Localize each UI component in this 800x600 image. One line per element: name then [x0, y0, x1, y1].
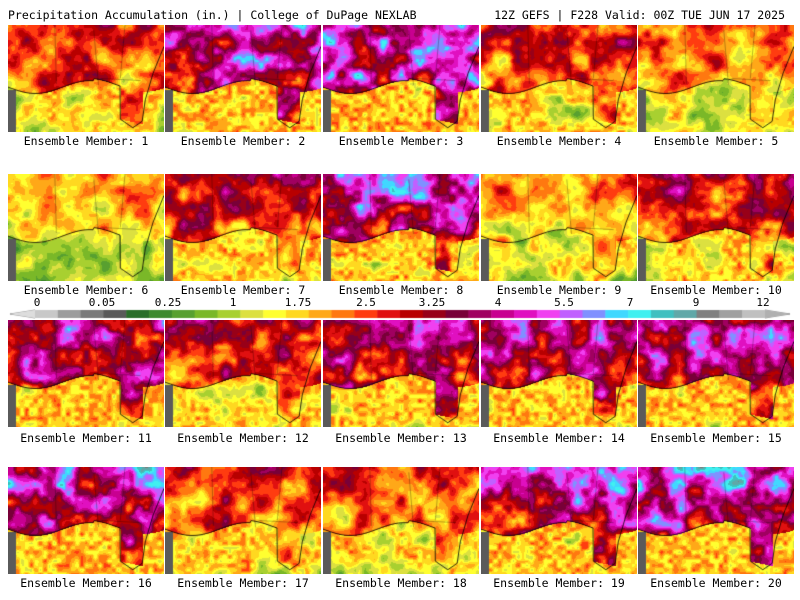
ensemble-member-label: Ensemble Member: 16: [20, 576, 152, 590]
ensemble-map-panel: [638, 25, 794, 132]
colorbar-tick-label: 1: [229, 296, 237, 309]
ensemble-member-label: Ensemble Member: 12: [177, 431, 309, 445]
precipitation-map: [638, 320, 794, 427]
ensemble-map-panel: [165, 174, 321, 281]
precipitation-map: [8, 467, 164, 574]
precipitation-map: [638, 174, 794, 281]
ensemble-member-label: Ensemble Member: 7: [180, 283, 306, 297]
precipitation-map: [481, 174, 637, 281]
colorbar-tick-label: 2.5: [356, 296, 376, 309]
precipitation-map: [323, 25, 479, 132]
colorbar-tick-label: 9: [692, 296, 700, 309]
ensemble-member-label: Ensemble Member: 17: [177, 576, 309, 590]
precipitation-map: [481, 320, 637, 427]
ensemble-map-panel: [165, 467, 321, 574]
ensemble-member-label: Ensemble Member: 15: [650, 431, 782, 445]
colorbar-tick-label: 0.05: [88, 296, 116, 309]
precipitation-map: [323, 467, 479, 574]
ensemble-member-label: Ensemble Member: 10: [650, 283, 782, 297]
ensemble-map-panel: [165, 25, 321, 132]
ensemble-member-label: Ensemble Member: 1: [23, 134, 149, 148]
precipitation-map: [165, 25, 321, 132]
ensemble-map-panel: [323, 320, 479, 427]
colorbar-tick-label: 3.25: [418, 296, 446, 309]
colorbar-tick-label: 7: [626, 296, 634, 309]
colorbar-tick-label: 1.75: [284, 296, 312, 309]
ensemble-member-label: Ensemble Member: 18: [335, 576, 467, 590]
colorbar-tick-label: 5.5: [554, 296, 574, 309]
ensemble-map-panel: [8, 467, 164, 574]
ensemble-map-panel: [638, 174, 794, 281]
colorbar-tick-label: 12: [756, 296, 770, 309]
ensemble-map-panel: [638, 320, 794, 427]
ensemble-member-label: Ensemble Member: 11: [20, 431, 152, 445]
precipitation-map: [8, 320, 164, 427]
ensemble-map-panel: [323, 467, 479, 574]
ensemble-map-panel: [8, 25, 164, 132]
ensemble-member-label: Ensemble Member: 6: [23, 283, 149, 297]
precipitation-map: [638, 25, 794, 132]
precipitation-map: [481, 467, 637, 574]
precipitation-map: [481, 25, 637, 132]
ensemble-member-label: Ensemble Member: 14: [493, 431, 625, 445]
ensemble-map-panel: [8, 320, 164, 427]
ensemble-member-label: Ensemble Member: 8: [338, 283, 464, 297]
precipitation-map: [8, 25, 164, 132]
precipitation-map: [638, 467, 794, 574]
ensemble-map-panel: [323, 174, 479, 281]
colorbar-scale: [0, 309, 800, 319]
ensemble-map-panel: [638, 467, 794, 574]
map-title: Precipitation Accumulation (in.) | Colle…: [8, 8, 417, 22]
ensemble-member-label: Ensemble Member: 5: [653, 134, 779, 148]
precipitation-map: [8, 174, 164, 281]
ensemble-map-panel: [481, 320, 637, 427]
ensemble-member-label: Ensemble Member: 20: [650, 576, 782, 590]
ensemble-member-label: Ensemble Member: 13: [335, 431, 467, 445]
ensemble-map-panel: [8, 174, 164, 281]
run-valid-time: 12Z GEFS | F228 Valid: 00Z TUE JUN 17 20…: [494, 8, 785, 22]
precipitation-map: [323, 174, 479, 281]
precipitation-map: [165, 174, 321, 281]
ensemble-map-panel: [481, 25, 637, 132]
ensemble-map-panel: [323, 25, 479, 132]
ensemble-member-label: Ensemble Member: 9: [496, 283, 622, 297]
colorbar-tick-label: 0.25: [154, 296, 182, 309]
ensemble-map-panel: [165, 320, 321, 427]
colorbar-tick-label: 0: [33, 296, 41, 309]
ensemble-map-panel: [481, 467, 637, 574]
precipitation-map: [165, 467, 321, 574]
precipitation-map: [323, 320, 479, 427]
ensemble-member-label: Ensemble Member: 19: [493, 576, 625, 590]
ensemble-map-panel: [481, 174, 637, 281]
ensemble-member-label: Ensemble Member: 3: [338, 134, 464, 148]
colorbar-tick-label: 4: [494, 296, 502, 309]
precipitation-map: [165, 320, 321, 427]
ensemble-member-label: Ensemble Member: 2: [180, 134, 306, 148]
ensemble-member-label: Ensemble Member: 4: [496, 134, 622, 148]
precipitation-colorbar: 0 0.05 0.25 1 1.75 2.5 3.25 4 5.5 7 9 12: [0, 296, 800, 320]
